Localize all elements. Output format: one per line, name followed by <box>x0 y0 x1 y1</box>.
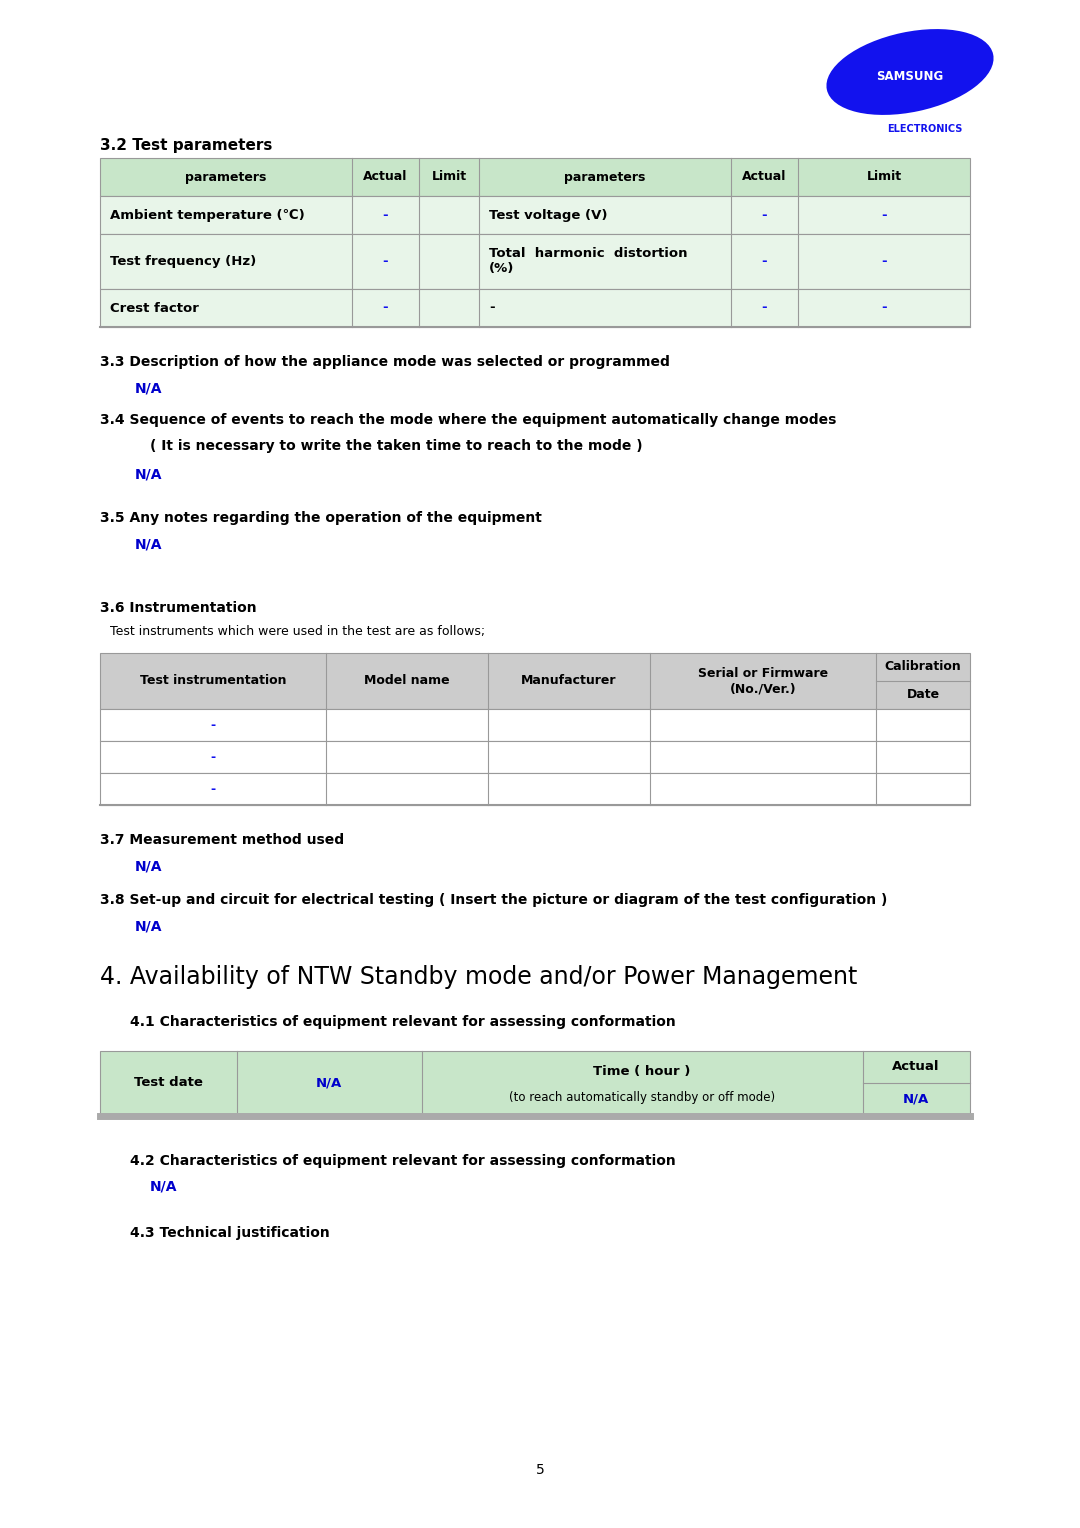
Text: -: - <box>881 208 887 222</box>
Text: -: - <box>761 301 767 315</box>
Text: Limit: Limit <box>431 171 467 183</box>
Text: -: - <box>211 718 216 732</box>
Bar <box>100 1051 970 1115</box>
Text: 3.5 Any notes regarding the operation of the equipment: 3.5 Any notes regarding the operation of… <box>100 510 542 526</box>
Text: -: - <box>489 301 495 315</box>
Text: (to reach automatically standby or off mode): (to reach automatically standby or off m… <box>509 1091 775 1105</box>
Text: Ambient temperature (℃): Ambient temperature (℃) <box>110 208 305 222</box>
Text: Test date: Test date <box>134 1077 202 1089</box>
Text: Manufacturer: Manufacturer <box>522 674 617 688</box>
Text: Serial or Firmware
(No./Ver.): Serial or Firmware (No./Ver.) <box>698 668 828 695</box>
Text: N/A: N/A <box>150 1180 177 1193</box>
Bar <box>100 289 970 327</box>
Text: ELECTRONICS: ELECTRONICS <box>888 124 962 134</box>
Text: -: - <box>761 208 767 222</box>
Text: Test instruments which were used in the test are as follows;: Test instruments which were used in the … <box>110 625 485 639</box>
Text: -: - <box>211 750 216 764</box>
Text: N/A: N/A <box>135 380 162 396</box>
Text: 4.2 Characteristics of equipment relevant for assessing conformation: 4.2 Characteristics of equipment relevan… <box>130 1154 676 1167</box>
Text: 5: 5 <box>536 1462 544 1478</box>
Bar <box>100 234 970 289</box>
Text: Model name: Model name <box>364 674 449 688</box>
Text: 3.6 Instrumentation: 3.6 Instrumentation <box>100 601 257 614</box>
Text: SAMSUNG: SAMSUNG <box>876 69 944 83</box>
Bar <box>100 157 970 196</box>
Text: -: - <box>382 208 388 222</box>
Text: N/A: N/A <box>315 1077 342 1089</box>
Bar <box>100 196 970 234</box>
Text: Actual: Actual <box>363 171 407 183</box>
Text: Test instrumentation: Test instrumentation <box>139 674 286 688</box>
Text: 4.3 Technical justification: 4.3 Technical justification <box>130 1225 329 1241</box>
Bar <box>100 741 970 773</box>
Text: -: - <box>382 255 388 267</box>
Text: N/A: N/A <box>135 468 162 481</box>
Text: Crest factor: Crest factor <box>110 301 199 315</box>
Text: -: - <box>211 782 216 796</box>
Text: Total  harmonic  distortion
(%): Total harmonic distortion (%) <box>489 248 688 275</box>
Text: -: - <box>761 255 767 267</box>
Bar <box>100 709 970 741</box>
Text: Limit: Limit <box>866 171 902 183</box>
Text: Time ( hour ): Time ( hour ) <box>593 1065 691 1079</box>
Text: 4.1 Characteristics of equipment relevant for assessing conformation: 4.1 Characteristics of equipment relevan… <box>130 1015 676 1028</box>
Text: N/A: N/A <box>903 1093 929 1105</box>
Text: N/A: N/A <box>135 859 162 872</box>
Text: -: - <box>881 301 887 315</box>
Text: 3.8 Set-up and circuit for electrical testing ( Insert the picture or diagram of: 3.8 Set-up and circuit for electrical te… <box>100 892 888 908</box>
Text: 3.4 Sequence of events to reach the mode where the equipment automatically chang: 3.4 Sequence of events to reach the mode… <box>100 413 836 426</box>
Text: 3.3 Description of how the appliance mode was selected or programmed: 3.3 Description of how the appliance mod… <box>100 354 670 368</box>
Text: -: - <box>881 255 887 267</box>
Text: ( It is necessary to write the taken time to reach to the mode ): ( It is necessary to write the taken tim… <box>150 439 643 452</box>
Text: Date: Date <box>906 689 940 701</box>
Text: Calibration: Calibration <box>885 660 961 674</box>
Text: 3.2 Test parameters: 3.2 Test parameters <box>100 138 272 153</box>
Text: N/A: N/A <box>135 536 162 552</box>
Text: Test voltage (V): Test voltage (V) <box>489 208 607 222</box>
Text: N/A: N/A <box>135 918 162 934</box>
Text: parameters: parameters <box>565 171 646 183</box>
Ellipse shape <box>826 29 994 115</box>
Text: 3.7 Measurement method used: 3.7 Measurement method used <box>100 833 345 847</box>
Text: Test frequency (Hz): Test frequency (Hz) <box>110 255 256 267</box>
Bar <box>100 652 970 709</box>
Bar <box>100 773 970 805</box>
Text: parameters: parameters <box>186 171 267 183</box>
Text: -: - <box>382 301 388 315</box>
Text: Actual: Actual <box>742 171 786 183</box>
Text: 4. Availability of NTW Standby mode and/or Power Management: 4. Availability of NTW Standby mode and/… <box>100 966 858 989</box>
Text: Actual: Actual <box>892 1060 940 1074</box>
